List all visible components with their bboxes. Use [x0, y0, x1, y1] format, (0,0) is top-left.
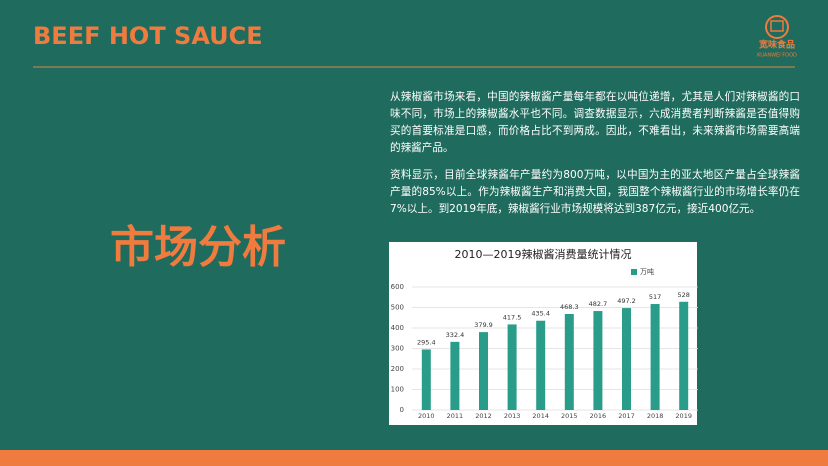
value-label: 528: [677, 291, 689, 299]
bar: [564, 313, 574, 410]
footer-bar: [0, 450, 828, 466]
x-tick-label: 2016: [590, 412, 607, 420]
legend-swatch: [631, 269, 637, 275]
x-tick-label: 2014: [532, 412, 549, 420]
x-tick-label: 2012: [475, 412, 492, 420]
x-tick-label: 2017: [618, 412, 635, 420]
x-tick-label: 2013: [504, 412, 521, 420]
y-tick-label: 100: [391, 386, 404, 394]
value-label: 482.7: [589, 300, 608, 308]
x-tick-label: 2010: [418, 412, 435, 420]
y-tick-label: 0: [400, 406, 404, 414]
bar: [650, 304, 660, 410]
value-label: 417.5: [503, 313, 522, 321]
y-tick-label: 500: [391, 304, 404, 312]
x-tick-label: 2018: [647, 412, 664, 420]
slide-title: BEEF HOT SAUCE: [33, 22, 263, 50]
paragraph: 从辣椒酱市场来看，中国的辣椒酱产量每年都在以吨位递增，尤其是人们对辣椒酱的口味不…: [390, 91, 800, 154]
value-label: 468.3: [560, 303, 579, 311]
bar: [679, 301, 689, 410]
section-title: 市场分析: [110, 222, 286, 273]
y-tick-label: 600: [391, 283, 404, 291]
logo-icon: [765, 15, 789, 39]
bar: [421, 349, 431, 410]
x-tick-label: 2019: [675, 412, 692, 420]
value-label: 517: [649, 293, 661, 301]
y-tick-label: 400: [391, 324, 404, 332]
y-tick-label: 300: [391, 345, 404, 353]
value-label: 435.4: [531, 310, 550, 318]
logo-icon-inner: [770, 20, 784, 32]
legend-label: 万吨: [640, 267, 654, 276]
bar: [450, 341, 460, 410]
value-label: 332.4: [446, 331, 465, 339]
bar: [622, 308, 631, 410]
x-tick-label: 2011: [447, 412, 464, 420]
logo-sub: KUANWEI FOOD: [757, 53, 797, 59]
value-label: 295.4: [417, 338, 436, 346]
value-label: 379.9: [474, 321, 493, 329]
y-tick-label: 200: [391, 365, 404, 373]
bar: [536, 320, 546, 410]
paragraph: 资料显示，目前全球辣酱年产量约为800万吨，以中国为主的亚太地区产量占全球辣酱产…: [390, 169, 800, 215]
x-tick-label: 2015: [561, 412, 578, 420]
logo-name: 宽味食品: [758, 39, 795, 51]
bar: [479, 332, 488, 410]
chart-title: 2010—2019辣椒酱消费量统计情况: [455, 247, 632, 261]
bar: [507, 324, 517, 410]
bar: [593, 311, 603, 410]
value-label: 497.2: [617, 297, 636, 305]
